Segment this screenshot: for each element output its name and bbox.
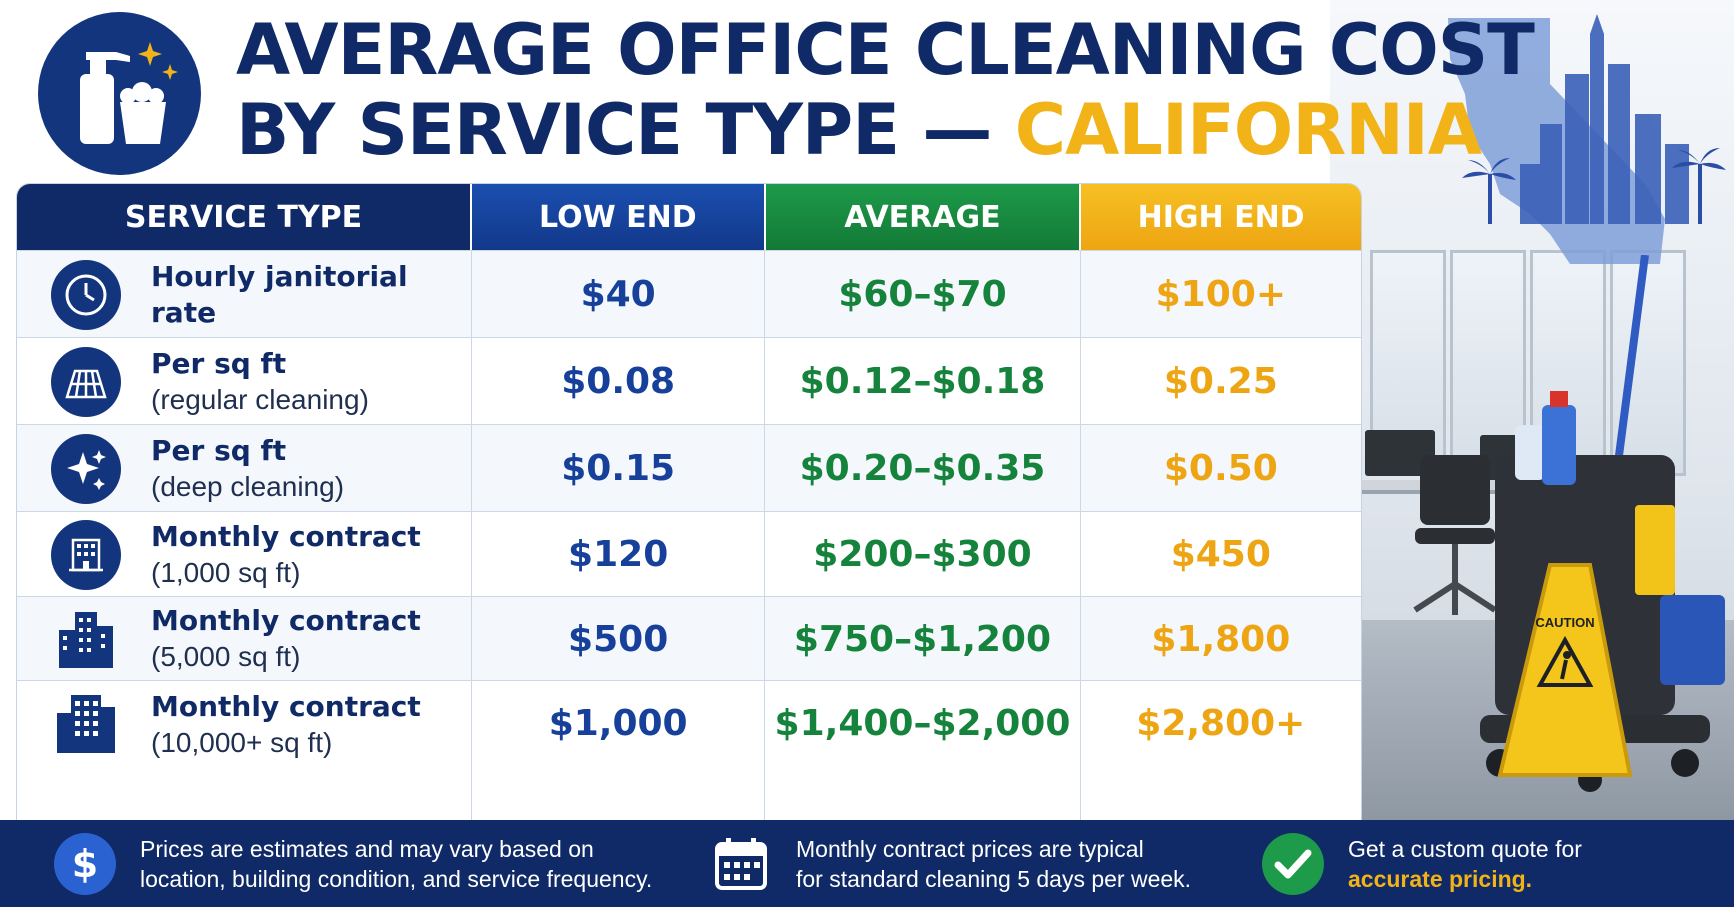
footer-note-estimates: $ Prices are estimates and may vary base… — [52, 820, 652, 907]
service-detail: (10,000+ sq ft) — [151, 727, 333, 758]
cleaning-supplies-icon — [38, 12, 201, 175]
low-end-value: $0.15 — [470, 425, 764, 512]
service-detail: (1,000 sq ft) — [151, 556, 301, 588]
caution-sign-label: CAUTION — [1535, 615, 1594, 630]
low-end-value: $1,000 — [470, 681, 764, 820]
column-header-service-type: SERVICE TYPE — [17, 184, 470, 250]
sparkle-icon — [51, 433, 121, 504]
service-cell: Per sq ft (regular cleaning) — [17, 338, 471, 425]
title-accent: CALIFORNIA — [1014, 89, 1482, 171]
footer-note-1-line-2: location, building condition, and servic… — [140, 865, 653, 892]
office-chair — [1413, 455, 1497, 615]
footer-note-quote: Get a custom quote for accurate pricing. — [1260, 820, 1582, 907]
service-name: Monthly contract — [151, 690, 421, 723]
low-end-value: $500 — [470, 597, 764, 681]
footer-note-contract: Monthly contract prices are typical for … — [708, 820, 1191, 907]
average-value: $1,400–$2,000 — [764, 681, 1079, 820]
footer-note-3-highlight[interactable]: accurate pricing. — [1348, 865, 1533, 892]
service-detail: (5,000 sq ft) — [151, 641, 301, 672]
small-office-building-icon — [51, 519, 121, 590]
high-end-value: $450 — [1079, 512, 1361, 597]
service-name: Hourly janitorial rate — [151, 259, 408, 329]
high-end-value: $1,800 — [1079, 597, 1361, 681]
low-end-value: $0.08 — [470, 338, 764, 425]
california-map-icon — [1448, 14, 1726, 264]
title-line-1: AVERAGE OFFICE CLEANING COST — [236, 9, 1535, 91]
column-header-low-end: LOW END — [469, 184, 764, 250]
service-name: Monthly contract — [151, 519, 421, 553]
footer-note-1-line-1: Prices are estimates and may vary based … — [140, 835, 594, 862]
table-row: Per sq ft (deep cleaning) $0.15 $0.20–$0… — [17, 424, 1361, 512]
average-value: $0.20–$0.35 — [764, 425, 1079, 512]
service-cell: Monthly contract (5,000 sq ft) — [17, 597, 471, 681]
low-end-value: $120 — [470, 512, 764, 597]
large-office-building-icon — [51, 689, 121, 759]
cleaning-cart-illustration: CAUTION — [1480, 255, 1725, 792]
column-header-high-end: HIGH END — [1079, 184, 1361, 250]
service-cell: Monthly contract (1,000 sq ft) — [17, 512, 471, 597]
average-value: $200–$300 — [764, 512, 1079, 597]
average-value: $750–$1,200 — [764, 597, 1079, 681]
service-name: Monthly contract — [151, 604, 421, 637]
title-line-2: BY SERVICE TYPE — — [236, 89, 1015, 171]
service-detail: (deep cleaning) — [151, 470, 345, 502]
table-row: Monthly contract (1,000 sq ft) $120 $200… — [17, 511, 1361, 597]
footer-note-3-line-1: Get a custom quote for — [1348, 835, 1582, 862]
footer-bar: $ Prices are estimates and may vary base… — [0, 820, 1734, 907]
office-buildings-icon — [51, 604, 121, 674]
table-row: Per sq ft (regular cleaning) $0.08 $0.12… — [17, 337, 1361, 425]
high-end-value: $2,800+ — [1079, 681, 1361, 820]
high-end-value: $0.50 — [1079, 425, 1361, 512]
svg-text:$: $ — [72, 842, 98, 886]
service-detail: (regular cleaning) — [151, 383, 369, 415]
pricing-table: SERVICE TYPE LOW END AVERAGE HIGH END Ho… — [16, 183, 1362, 821]
footer-note-2-line-1: Monthly contract prices are typical — [796, 835, 1144, 862]
service-cell: Per sq ft (deep cleaning) — [17, 425, 471, 512]
service-cell: Hourly janitorial rate — [17, 251, 471, 338]
check-icon — [1260, 831, 1326, 897]
floor-tiles-icon — [51, 346, 121, 417]
table-row: Hourly janitorial rate $40 $60–$70 $100+ — [17, 250, 1361, 338]
page-title: AVERAGE OFFICE CLEANING COST BY SERVICE … — [236, 9, 1535, 171]
footer-note-2-line-2: for standard cleaning 5 days per week. — [796, 865, 1192, 892]
table-row: Monthly contract (5,000 sq ft) $500 $750… — [17, 596, 1361, 681]
average-value: $60–$70 — [764, 251, 1079, 338]
high-end-value: $0.25 — [1079, 338, 1361, 425]
average-value: $0.12–$0.18 — [764, 338, 1079, 425]
table-row: Monthly contract (10,000+ sq ft) $1,000 … — [17, 680, 1361, 820]
low-end-value: $40 — [470, 251, 764, 338]
column-header-average: AVERAGE — [763, 184, 1080, 250]
table-header: SERVICE TYPE LOW END AVERAGE HIGH END — [17, 184, 1361, 250]
service-name: Per sq ft — [151, 346, 287, 380]
service-cell: Monthly contract (10,000+ sq ft) — [17, 681, 471, 765]
service-name: Per sq ft — [151, 433, 287, 467]
clock-icon — [51, 259, 121, 330]
calendar-icon — [708, 831, 774, 897]
dollar-icon: $ — [52, 831, 118, 897]
high-end-value: $100+ — [1079, 251, 1361, 338]
